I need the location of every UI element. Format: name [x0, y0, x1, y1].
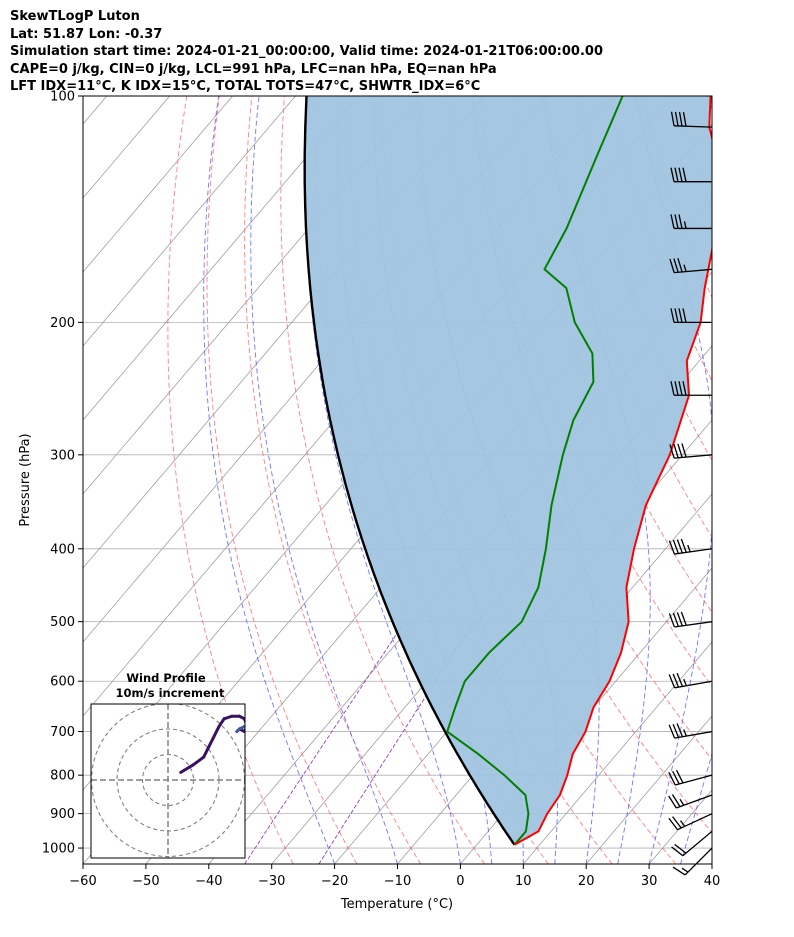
x-tick-label: −60 [69, 874, 96, 889]
x-tick-label: −50 [132, 874, 159, 889]
y-tick-label: 700 [50, 725, 75, 740]
dry-adiabat [740, 96, 794, 864]
wind-barb [670, 381, 712, 396]
x-tick-label: 40 [704, 874, 721, 889]
moist-adiabat [634, 96, 712, 864]
wind-barb [670, 111, 713, 128]
hodograph-inset: Wind Profile 10m/s increment [90, 671, 246, 859]
hodograph-segment [212, 724, 221, 739]
y-tick-label: 500 [50, 615, 75, 630]
indices-line-2: LFT IDX=11°C, K IDX=15°C, TOTAL TOTS=47°… [10, 79, 481, 94]
mixing-ratio-line [244, 621, 406, 864]
hodograph-segment [217, 717, 226, 728]
moist-adiabat [250, 96, 398, 864]
isotherm-line [83, 96, 233, 273]
isotherm-line [83, 96, 296, 347]
wind-barb [672, 847, 713, 876]
y-tick-label: 900 [50, 807, 75, 822]
x-tick-label: −10 [384, 874, 411, 889]
wind-barb [668, 794, 713, 809]
isotherm-line [585, 715, 712, 864]
isotherm-line [711, 863, 712, 864]
temperature-line [514, 96, 712, 846]
isotherm-line [775, 96, 794, 864]
profile-lines [303, 96, 712, 846]
x-tick-label: −30 [258, 874, 285, 889]
x-tick-label: 30 [641, 874, 658, 889]
dry-adiabat [479, 96, 712, 687]
dry-adiabat [167, 96, 294, 864]
dry-adiabat [707, 96, 712, 112]
wind-barb [668, 672, 713, 689]
time-line: Simulation start time: 2024-01-21_00:00:… [10, 44, 603, 59]
hodograph-title: Wind Profile [126, 671, 206, 685]
hodograph-segment [207, 735, 216, 749]
wind-barbs [668, 111, 713, 876]
isotherm-line [334, 419, 712, 864]
chart-header: SkewTLogP Luton Lat: 51.87 Lon: -0.37 Si… [10, 8, 603, 96]
dry-adiabat [773, 96, 794, 864]
dry-adiabat [206, 96, 358, 864]
wind-barb [668, 611, 713, 628]
x-axis: −60 −50 −40 −30 −20 −10 0 10 20 30 40 [69, 864, 720, 889]
x-tick-label: 20 [578, 874, 595, 889]
indices-line-1: CAPE=0 j/kg, CIN=0 j/kg, LCL=991 hPa, LF… [10, 61, 497, 77]
hodograph-segment [192, 755, 206, 767]
parcel-profile-line [303, 96, 516, 846]
wind-barb [670, 214, 712, 230]
x-axis-label: Temperature (°C) [340, 897, 453, 912]
wind-barb [668, 538, 713, 555]
x-tick-label: −40 [195, 874, 222, 889]
parcel-temperature-shading [304, 96, 712, 845]
cape-shading [304, 96, 712, 845]
wind-barb [670, 308, 712, 324]
y-tick-label: 600 [50, 675, 75, 690]
chart-title: SkewTLogP Luton [10, 9, 140, 24]
wind-barb [668, 769, 713, 786]
y-tick-label: 300 [50, 448, 75, 463]
y-tick-label: 400 [50, 542, 75, 557]
y-tick-label: 100 [50, 90, 75, 105]
y-axis-label: Pressure (hPa) [18, 433, 33, 526]
hodograph-subtitle: 10m/s increment [116, 686, 225, 700]
wind-barb [668, 723, 713, 739]
location-line: Lat: 51.87 Lon: -0.37 [10, 26, 163, 42]
x-tick-label: 10 [515, 874, 532, 889]
wind-barb [670, 167, 712, 183]
y-tick-label: 200 [50, 316, 75, 331]
wind-barb [671, 830, 713, 857]
x-tick-label: 0 [456, 874, 464, 889]
y-axis: 100 200 300 400 500 600 700 800 900 1000 [42, 90, 83, 857]
dewpoint-line [446, 96, 624, 846]
hodograph-frame [90, 703, 246, 859]
isotherm-line [522, 641, 712, 864]
y-tick-label: 800 [50, 769, 75, 784]
isotherm-line [83, 96, 359, 421]
wind-barb [669, 443, 713, 459]
x-tick-label: −20 [321, 874, 348, 889]
wind-barb [669, 258, 713, 274]
hodograph-segment [202, 745, 211, 759]
dry-adiabat [280, 96, 485, 864]
wind-barb [668, 813, 713, 831]
moist-adiabat [203, 96, 336, 864]
dry-adiabat [244, 96, 422, 864]
hodograph-segment [179, 763, 195, 774]
y-tick-label: 1000 [42, 842, 75, 857]
